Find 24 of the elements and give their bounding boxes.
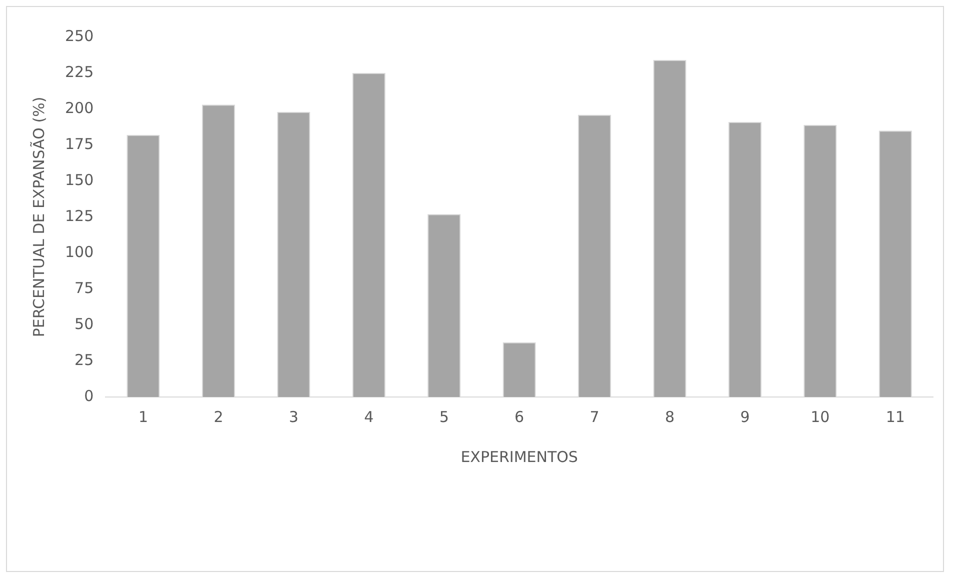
x-tick-label: 10 <box>810 408 830 426</box>
x-tick-label: 2 <box>214 408 224 426</box>
y-tick-label: 150 <box>64 170 94 189</box>
y-tick-label: 75 <box>74 278 94 297</box>
y-tick-label: 225 <box>64 62 94 81</box>
x-tick-label: 9 <box>740 408 750 426</box>
x-axis-title: EXPERIMENTOS <box>460 448 578 466</box>
y-axis-title: PERCENTUAL DE EXPANSÃO (%) <box>30 96 48 338</box>
y-tick-label: 100 <box>64 242 94 261</box>
y-tick-label: 50 <box>74 314 94 333</box>
y-tick-label: 0 <box>84 386 94 405</box>
x-tick-label: 6 <box>514 408 524 426</box>
y-tick-label: 250 <box>64 26 94 45</box>
x-tick-label: 5 <box>439 408 449 426</box>
y-tick-label: 25 <box>74 350 94 369</box>
x-tick-label: 3 <box>288 408 298 426</box>
y-tick-label: 175 <box>64 134 94 153</box>
x-tick-label: 4 <box>364 408 374 426</box>
y-tick-label: 200 <box>64 98 94 117</box>
x-tick-label: 8 <box>664 408 675 426</box>
x-tick-label: 7 <box>590 408 600 426</box>
y-tick-label: 125 <box>64 206 94 225</box>
x-tick-label: 1 <box>138 408 148 426</box>
x-tick-label: 11 <box>886 408 905 426</box>
